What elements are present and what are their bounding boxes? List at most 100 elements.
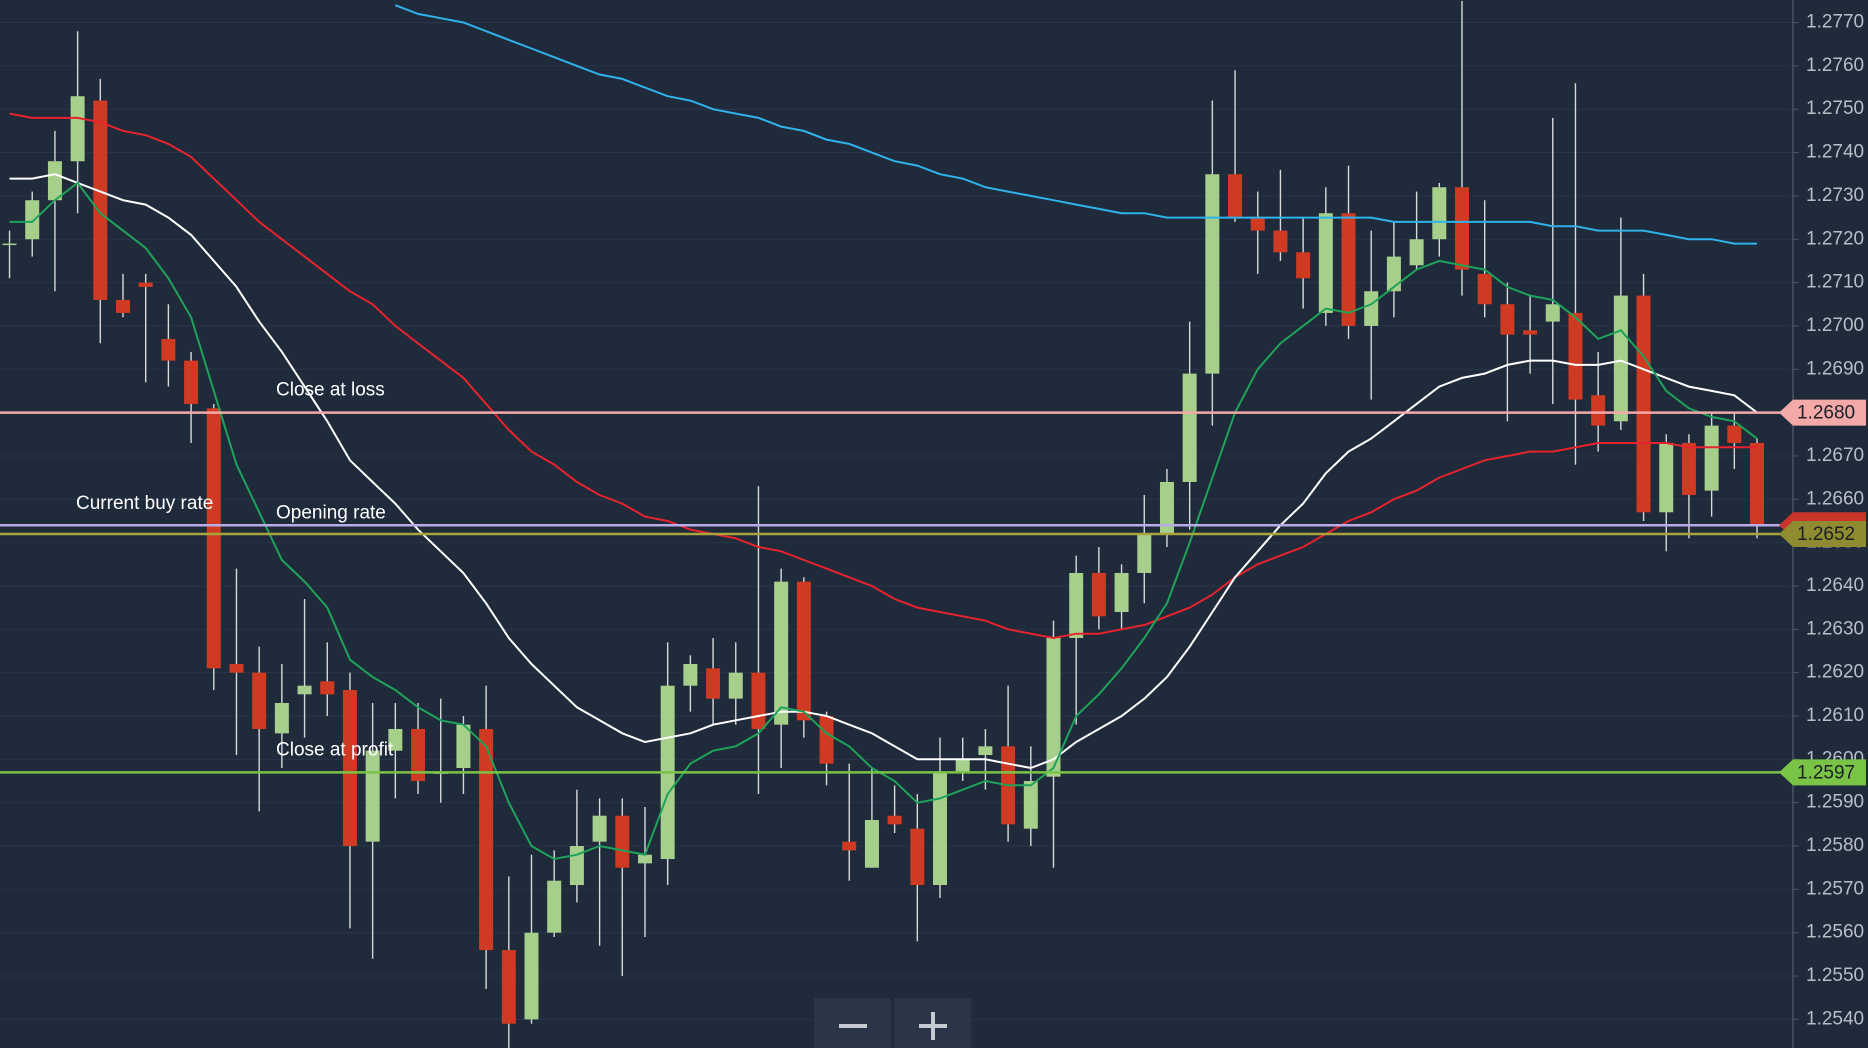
candle-body — [2, 243, 17, 246]
candle-body — [955, 759, 970, 773]
candle-body — [524, 932, 539, 1020]
candle-body — [25, 200, 40, 240]
candle-body — [1137, 533, 1152, 573]
y-tick-label: 1.2560 — [1806, 922, 1864, 943]
y-tick-label: 1.2690 — [1806, 358, 1864, 379]
plot-area: Close at loss Opening rate Current buy rat… — [0, 0, 1791, 1048]
candle-body — [1568, 312, 1583, 400]
candle-body — [1727, 425, 1742, 443]
moving-average — [9, 173, 1758, 770]
candle-body — [1432, 187, 1447, 240]
y-tick-label: 1.2610 — [1806, 705, 1864, 726]
candle-body — [1114, 572, 1129, 612]
price-tag-label: 1.2652 — [1797, 524, 1855, 545]
candle-body — [1500, 304, 1515, 335]
zoom-controls — [814, 998, 971, 1048]
price-tags: 1.2680 1.2652 1.2597 — [1779, 399, 1866, 786]
y-tick-label: 1.2550 — [1806, 965, 1864, 986]
candle-body — [796, 581, 811, 721]
y-tick-label: 1.2630 — [1806, 618, 1864, 639]
y-tick-label: 1.2730 — [1806, 185, 1864, 206]
candle-body — [1091, 572, 1106, 617]
price-tag — [1779, 520, 1866, 547]
candle-body — [184, 360, 199, 404]
candle-body — [1182, 373, 1197, 482]
candle-body — [1023, 781, 1038, 829]
candle-body — [774, 581, 789, 725]
candle-body — [1069, 572, 1084, 638]
candle-body — [1386, 256, 1401, 292]
candle-body — [1228, 174, 1243, 218]
level-label: Close at profit — [276, 739, 394, 760]
candle-body — [1477, 273, 1492, 305]
candle-body — [1250, 217, 1265, 231]
candle-body — [1545, 304, 1560, 322]
candle-body — [1704, 425, 1719, 491]
grid — [0, 22, 1791, 1020]
candle-body — [1318, 213, 1333, 313]
candle-body — [728, 672, 743, 699]
y-tick-label: 1.2670 — [1806, 445, 1864, 466]
candle-body — [501, 950, 516, 1024]
candle-body — [206, 408, 221, 669]
candle-body — [116, 299, 131, 313]
price-tag — [1779, 399, 1866, 426]
moving-average — [9, 181, 1758, 861]
candle-body — [978, 746, 993, 756]
candle-body — [1296, 252, 1311, 279]
y-tick-label: 1.2640 — [1806, 575, 1864, 596]
candle-body — [910, 828, 925, 886]
candle-body — [1636, 295, 1651, 513]
candle-body — [1750, 442, 1765, 526]
y-tick-label: 1.2760 — [1806, 55, 1864, 76]
candle-body — [342, 689, 357, 847]
candle-body — [229, 663, 244, 673]
candle-body — [1205, 174, 1220, 374]
candle-body — [751, 672, 766, 730]
candle-body — [1046, 637, 1061, 777]
zoom-out-button[interactable] — [814, 998, 891, 1048]
candle-body — [1681, 442, 1696, 495]
candle-body — [592, 815, 607, 842]
candle-body — [706, 668, 721, 699]
y-tick-label: 1.2740 — [1806, 142, 1864, 163]
candle-body — [411, 729, 426, 782]
y-tick-label: 1.2580 — [1806, 835, 1864, 856]
candle-body — [70, 96, 85, 162]
candle-body — [1364, 291, 1379, 326]
candle-body — [274, 703, 289, 734]
candle-body — [1523, 330, 1538, 335]
candle-body — [887, 815, 902, 825]
candle-body — [1341, 213, 1356, 326]
candle-body — [456, 724, 471, 769]
candle-body — [297, 685, 312, 695]
candle-body — [1454, 187, 1469, 270]
y-tick-label: 1.2710 — [1806, 272, 1864, 293]
candle-body — [161, 338, 176, 361]
y-tick-label: 1.2540 — [1806, 1008, 1864, 1029]
candle-body — [1591, 395, 1606, 426]
candle-body — [683, 663, 698, 686]
y-tick-label: 1.2720 — [1806, 228, 1864, 249]
y-tick-label: 1.2570 — [1806, 878, 1864, 899]
candle-body — [864, 820, 879, 868]
moving-average — [394, 4, 1757, 245]
candle-body — [365, 750, 380, 842]
y-tick-label: 1.2700 — [1806, 315, 1864, 336]
price-tag-label: 1.2680 — [1797, 403, 1855, 424]
candle-body — [1273, 230, 1288, 253]
candle-body — [819, 716, 834, 764]
price-tag-label: 1.2597 — [1797, 762, 1855, 783]
y-tick-label: 1.2620 — [1806, 662, 1864, 683]
y-tick-label: 1.2770 — [1806, 12, 1864, 33]
candle-body — [1159, 481, 1174, 534]
level-label: Close at loss — [276, 380, 385, 401]
candle-body — [388, 729, 403, 751]
y-tick-label: 1.2750 — [1806, 98, 1864, 119]
candle-body — [1409, 239, 1424, 266]
candle-body — [138, 282, 153, 287]
candle-body — [252, 672, 267, 730]
candle-body — [479, 729, 494, 951]
